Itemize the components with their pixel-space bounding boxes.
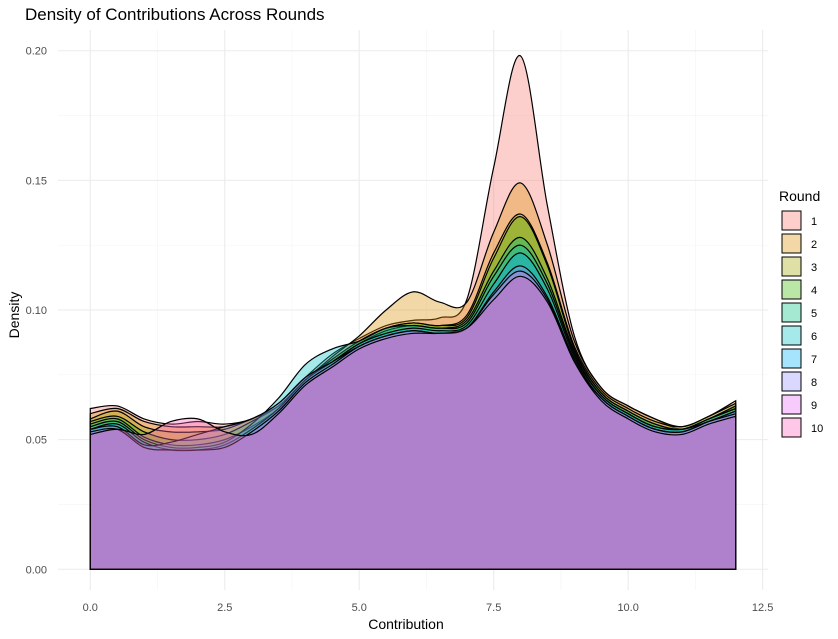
y-axis-ticks: 0.00 0.05 0.10 0.15 0.20 <box>26 46 47 577</box>
plot-grid <box>58 30 768 590</box>
legend-key-background <box>781 371 802 392</box>
x-axis-title: Contribution <box>368 616 444 632</box>
legend-key-round-7 <box>781 348 802 369</box>
x-tick-label: 0.0 <box>83 602 98 614</box>
legend-key-round-2 <box>781 233 802 254</box>
legend-key-background <box>781 348 802 369</box>
y-tick-label: 0.05 <box>26 435 47 447</box>
legend-label-round-4: 4 <box>811 285 817 297</box>
legend-key-round-6 <box>781 325 802 346</box>
legend-title: Round <box>779 188 820 204</box>
legend-label-round-5: 5 <box>811 308 817 320</box>
y-tick-label: 0.20 <box>26 46 47 58</box>
legend-label-round-10: 10 <box>811 423 823 435</box>
legend-key-background <box>781 256 802 277</box>
legend-key-round-4 <box>781 279 802 300</box>
density-area-round-2 <box>89 182 737 570</box>
legend-label-round-1: 1 <box>811 216 817 228</box>
legend-key-background <box>781 233 802 254</box>
legend-label-round-6: 6 <box>811 331 817 343</box>
y-tick-label: 0.10 <box>26 305 47 317</box>
legend-key-background <box>781 394 802 415</box>
density-area-round-9 <box>89 270 737 570</box>
legend-key-round-1 <box>781 210 802 231</box>
legend-label-round-8: 8 <box>811 377 817 389</box>
y-tick-label: 0.00 <box>26 564 47 576</box>
chart-title: Density of Contributions Across Rounds <box>25 5 325 24</box>
legend-label-round-9: 9 <box>811 400 817 412</box>
x-tick-label: 5.0 <box>352 602 367 614</box>
legend-label-round-3: 3 <box>811 262 817 274</box>
legend-label-round-2: 2 <box>811 239 817 251</box>
y-axis-title: Density <box>6 292 22 339</box>
legend-key-round-3 <box>781 256 802 277</box>
legend-items: 1 2 3 4 5 6 7 8 9 10 <box>781 210 823 438</box>
legend-key-background <box>781 210 802 231</box>
legend-key-round-8 <box>781 371 802 392</box>
legend-key-round-5 <box>781 302 802 323</box>
legend-key-background <box>781 302 802 323</box>
x-tick-label: 12.5 <box>752 602 773 614</box>
legend-key-round-9 <box>781 394 802 415</box>
x-axis-ticks: 0.0 2.5 5.0 7.5 10.0 12.5 <box>83 602 774 614</box>
legend: Round 1 2 3 4 5 6 7 8 9 10 <box>779 188 823 438</box>
y-tick-label: 0.15 <box>26 175 47 187</box>
legend-label-round-7: 7 <box>811 354 817 366</box>
legend-key-round-10 <box>781 417 802 438</box>
legend-key-background <box>781 417 802 438</box>
density-areas <box>89 55 737 570</box>
x-tick-label: 10.0 <box>617 602 638 614</box>
density-area-round-10 <box>89 275 737 570</box>
x-tick-label: 2.5 <box>217 602 232 614</box>
legend-key-background <box>781 325 802 346</box>
legend-key-background <box>781 279 802 300</box>
x-tick-label: 7.5 <box>486 602 501 614</box>
